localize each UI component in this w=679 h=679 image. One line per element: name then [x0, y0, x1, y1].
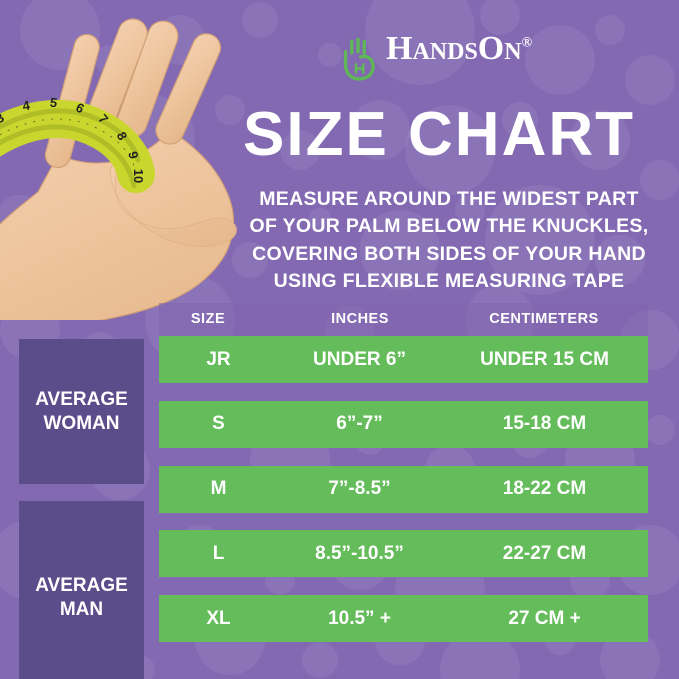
- svg-text:10: 10: [131, 169, 146, 183]
